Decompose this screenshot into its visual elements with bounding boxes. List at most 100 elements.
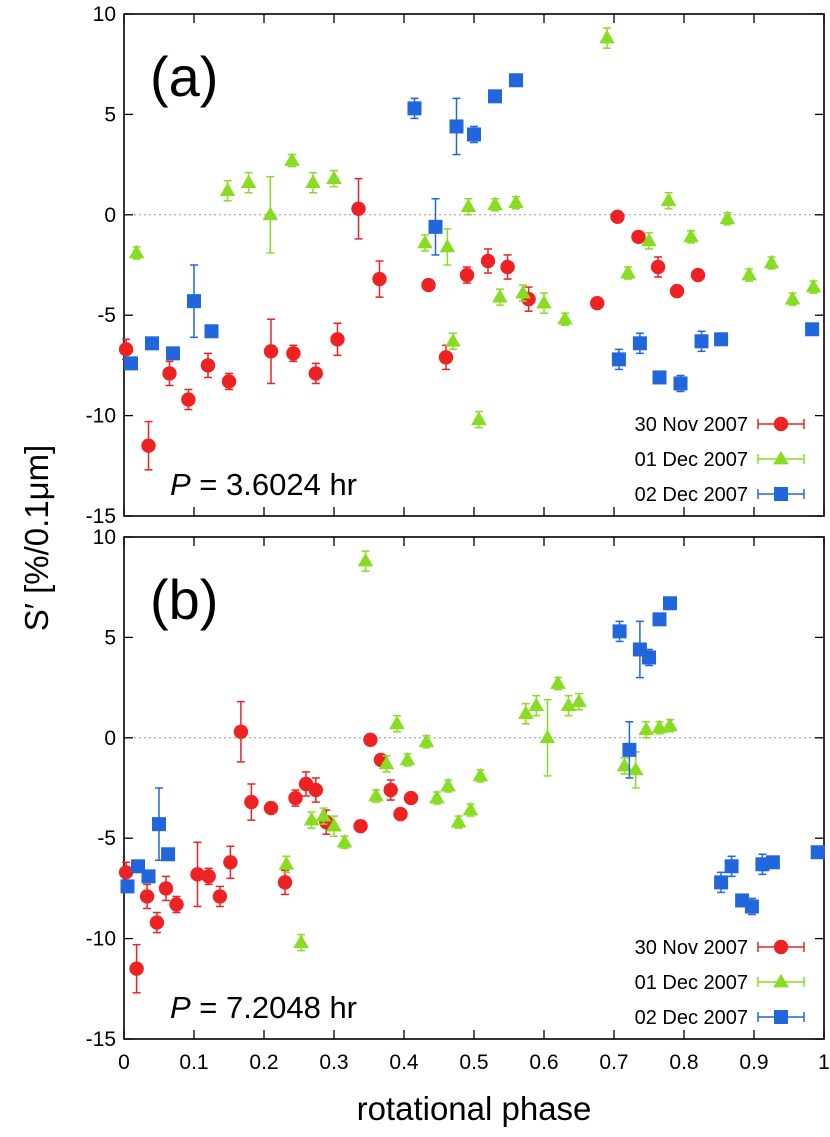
circle-marker [223, 855, 238, 870]
circle-marker [690, 267, 706, 283]
circle-marker [480, 253, 496, 269]
circle-marker [330, 332, 345, 347]
circle-marker [286, 346, 301, 361]
circle-marker [421, 277, 436, 293]
circle-marker [438, 350, 454, 365]
triangle-marker [389, 715, 405, 730]
legend-entry-symbol [757, 1010, 805, 1024]
x-tick-label: 0.6 [529, 1051, 558, 1074]
square-marker [714, 875, 729, 890]
circle-marker [363, 732, 378, 748]
square-marker [652, 612, 667, 627]
triangle-marker [660, 192, 677, 207]
series-triangle [278, 550, 678, 952]
x-tick-label: 0.5 [459, 1051, 488, 1074]
triangle-marker [627, 761, 644, 776]
legend-entry-symbol [757, 487, 805, 501]
circle-marker [169, 897, 184, 912]
x-tick-label: 0.8 [669, 1051, 698, 1074]
triangle-marker [620, 264, 636, 279]
square-marker [810, 845, 825, 860]
triangle-marker [439, 238, 456, 253]
triangle-marker [487, 196, 503, 211]
y-tick-label: 0 [104, 727, 116, 750]
triangle-marker [128, 244, 145, 259]
x-tick-label: 0.9 [739, 1051, 768, 1074]
square-marker [407, 101, 422, 116]
circle-marker [221, 374, 237, 389]
circle-marker [351, 201, 366, 216]
circle-marker [139, 889, 155, 904]
period-annotation: P = 3.6024 hr [170, 467, 357, 502]
triangle-marker [240, 174, 257, 189]
legend-entry-label: 30 Nov 2007 [635, 414, 748, 436]
square-marker [488, 89, 502, 104]
plot-frame [123, 13, 825, 517]
circle-marker [181, 392, 196, 407]
circle-marker [200, 358, 216, 373]
triangle-marker [399, 751, 416, 766]
triangle-marker [336, 834, 353, 848]
circle-marker [459, 267, 475, 283]
panel-label: (b) [150, 568, 218, 631]
square-marker [449, 119, 464, 134]
legend-circle-marker [773, 939, 789, 955]
y-tick-label: 10 [93, 526, 116, 549]
triangle-marker [450, 813, 467, 828]
triangle-marker [638, 721, 654, 736]
x-tick-label: 0 [118, 1051, 130, 1074]
square-marker [673, 376, 688, 391]
series-circle [118, 177, 706, 471]
legend-entry-symbol [757, 973, 805, 988]
square-marker [509, 73, 523, 88]
panel-label: (a) [150, 45, 218, 108]
triangle-marker [557, 311, 573, 325]
x-tick-label: 0.1 [179, 1051, 208, 1074]
circle-marker [353, 818, 368, 834]
circle-marker [669, 283, 685, 299]
triangle-marker [417, 234, 433, 249]
circle-marker [308, 782, 323, 798]
triangle-marker [305, 174, 321, 189]
square-marker [166, 346, 180, 361]
square-marker [805, 322, 820, 337]
triangle-marker [368, 787, 384, 802]
square-marker [187, 294, 201, 309]
circle-marker [233, 724, 249, 739]
circle-marker [149, 915, 165, 930]
legend-entry-symbol [757, 939, 805, 955]
series-triangle [128, 27, 822, 429]
triangle-marker [492, 288, 508, 303]
square-marker [724, 859, 739, 874]
square-marker [622, 742, 637, 757]
square-marker [161, 847, 176, 862]
circle-marker [590, 295, 605, 311]
triangle-marker [719, 210, 736, 225]
triangle-marker [536, 294, 552, 309]
square-marker [652, 370, 667, 385]
triangle-marker [571, 693, 587, 707]
square-marker [694, 334, 709, 349]
series-circle [118, 700, 419, 994]
circle-marker [162, 366, 177, 381]
period-variable: P [170, 990, 191, 1025]
circle-marker [141, 438, 156, 453]
plot-frame [123, 536, 825, 1040]
y-axis-title: S′ [%/0.1μm] [18, 445, 55, 632]
triangle-marker [303, 811, 320, 826]
triangle-marker [560, 697, 577, 712]
legend-circle-marker [773, 416, 789, 432]
y-tick-label: -10 [86, 405, 116, 428]
triangle-marker [472, 767, 489, 782]
square-marker [467, 127, 481, 142]
x-tick-label: 1 [818, 1051, 830, 1074]
circle-marker [393, 806, 408, 822]
x-tick-label: 0.7 [599, 1051, 628, 1074]
x-tick-label: 0.2 [249, 1051, 278, 1074]
triangle-marker [471, 411, 487, 425]
square-marker [611, 352, 626, 367]
legend-triangle-marker [773, 450, 789, 465]
triangle-marker [262, 206, 279, 221]
triangle-marker [326, 817, 342, 832]
